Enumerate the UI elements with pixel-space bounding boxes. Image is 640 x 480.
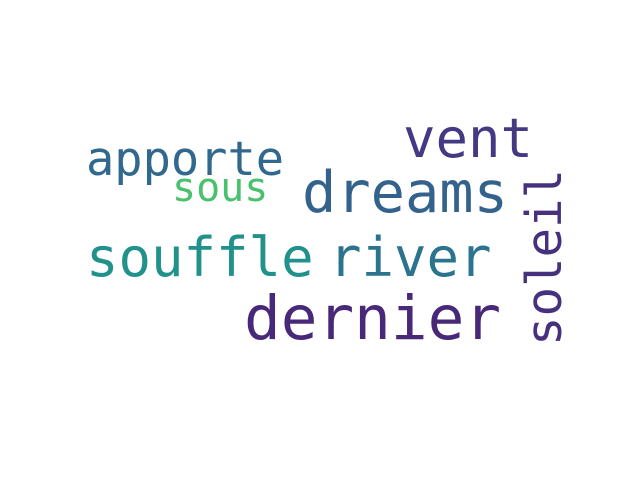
- word-dernier: dernier: [244, 283, 502, 354]
- word-vent: vent: [403, 107, 534, 170]
- word-soleil: soleil: [516, 168, 573, 346]
- word-sous: sous: [172, 165, 269, 211]
- word-dreams: dreams: [302, 160, 508, 226]
- word-river: river: [329, 226, 492, 289]
- word-souffle: souffle: [86, 226, 314, 289]
- word-apporte: apporte: [86, 132, 285, 187]
